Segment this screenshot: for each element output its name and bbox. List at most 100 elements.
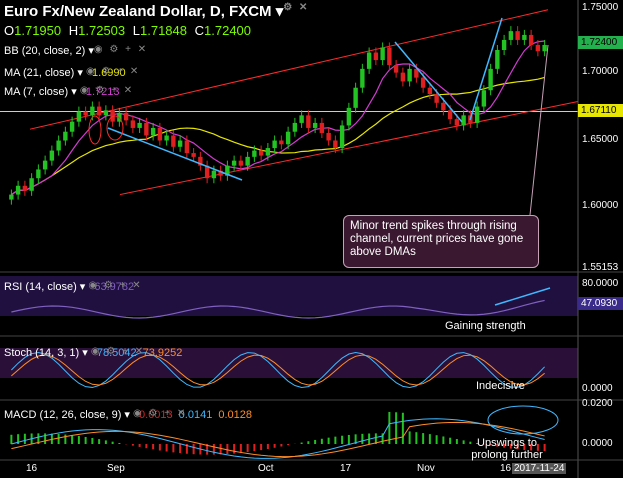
stoch-level-tick: 0.0000 <box>582 383 613 394</box>
candle-body <box>495 50 500 69</box>
candle-body <box>90 106 95 116</box>
candle-body <box>299 115 304 123</box>
macd-annotation: Upswings to prolong further <box>471 437 543 461</box>
channel-upper <box>29 9 549 130</box>
candle-body <box>312 122 318 128</box>
candle-body <box>96 106 102 116</box>
candle-body <box>353 87 358 108</box>
candle-body <box>447 110 453 120</box>
channel-lower <box>119 101 579 196</box>
close-label: C <box>194 23 205 38</box>
rsi-annotation: Gaining strength <box>445 320 526 332</box>
candle-body <box>76 111 82 122</box>
ma7-line <box>11 40 545 196</box>
candle-body <box>42 160 48 170</box>
candle-body <box>49 150 55 161</box>
hline-price-tag: 1.67110 <box>578 104 623 117</box>
rsi-band <box>0 276 578 316</box>
macd-highlight-ellipse <box>487 405 559 435</box>
candle-body <box>204 165 210 179</box>
candle-body <box>29 178 34 191</box>
high-label: H <box>68 23 79 38</box>
macd-signal-value: 0.0128 <box>218 409 252 421</box>
candle-body <box>501 39 507 50</box>
macd-zero-tick: 0.0000 <box>582 438 613 449</box>
candle-body <box>434 94 439 103</box>
candle-body <box>171 135 176 147</box>
candle-body <box>508 31 514 40</box>
candle-body <box>123 112 129 121</box>
macd-legend[interactable]: MACD (12, 26, close, 9) ▾ ◉ ⚙ + ✕ 0.0013 0… <box>4 408 252 421</box>
x-label: 16 <box>26 463 38 474</box>
candle-body <box>420 77 426 88</box>
price-pane <box>0 9 579 216</box>
candle-body <box>150 127 156 136</box>
macd-line <box>11 418 545 459</box>
candle-body <box>380 47 385 61</box>
ma7-legend[interactable]: MA (7, close) ▾ ◉ ⚙ + ✕ 1.7213 <box>4 85 135 98</box>
rsi-value: 63.9782 <box>94 281 135 293</box>
note-pointer <box>529 44 549 216</box>
ma21-legend[interactable]: MA (21, close) ▾ ◉ ⚙ + ✕ 1.6990 <box>4 66 141 79</box>
price-tick: 1.70000 <box>582 66 619 77</box>
candle-body <box>15 185 21 195</box>
candle-body <box>373 52 379 61</box>
stoch-legend[interactable]: Stoch (14, 3, 1) ▾ ◉ ⚙ + ✕ 78.5042 73.9252 <box>4 346 183 359</box>
price-tick: 1.75000 <box>582 2 619 13</box>
candle-body <box>488 68 493 91</box>
candle-body <box>83 111 88 116</box>
candle-body <box>225 165 230 176</box>
candle-body <box>535 44 541 52</box>
price-tick: 1.55153 <box>582 262 619 273</box>
macd-signal-line <box>11 421 545 458</box>
current-price-tag: 1.72400 <box>578 36 623 49</box>
x-label: Nov <box>417 463 435 474</box>
price-tick: 1.65000 <box>582 134 619 145</box>
rsi-trend-arrow <box>494 287 551 306</box>
rsi-tag: 47.0930 <box>578 297 623 310</box>
x-label: Sep <box>107 463 125 474</box>
ohlc-readout: O1.71950 H1.72503 L1.71848 C1.72400 <box>4 23 255 38</box>
price-tick: 1.60000 <box>582 200 619 211</box>
macd-value: 0.0141 <box>178 409 213 421</box>
candle-body <box>319 122 325 133</box>
x-label: 16 <box>500 463 512 474</box>
x-label: 17 <box>340 463 352 474</box>
macd-top-tick: 0.0200 <box>582 398 613 409</box>
candle-body <box>285 131 291 145</box>
candle-body <box>393 65 399 73</box>
stoch-d-line <box>11 354 545 386</box>
candle-body <box>333 140 338 149</box>
rsi-line <box>11 299 545 319</box>
macd-pane <box>10 405 559 459</box>
candle-body <box>9 194 14 200</box>
open-label: O <box>4 23 15 38</box>
candle-body <box>292 122 298 132</box>
candle-body <box>414 68 419 78</box>
ma21-value: 1.6990 <box>91 67 126 79</box>
highlight-ellipse <box>106 115 124 141</box>
low-value: 1.71848 <box>140 23 187 38</box>
trend-arrow <box>394 41 463 123</box>
candle-body <box>144 122 149 136</box>
candle-body <box>542 44 547 52</box>
candle-body <box>157 127 163 141</box>
stoch-annotation: Indecisive <box>476 380 525 392</box>
rsi-legend[interactable]: RSI (14, close) ▾ ◉ ⚙ + ✕ 63.9782 <box>4 280 143 293</box>
candle-body <box>63 131 68 141</box>
candle-body <box>22 185 28 191</box>
candle-body <box>36 169 41 179</box>
ma7-value: 1.7213 <box>85 86 120 98</box>
candle-body <box>191 153 196 157</box>
candle-body <box>461 115 466 126</box>
candle-body <box>306 115 311 128</box>
rsi-pane <box>0 276 578 319</box>
candle-body <box>407 68 412 82</box>
bb-legend[interactable]: BB (20, close, 2) ▾ ◉ ⚙ + ✕ <box>4 44 149 57</box>
macd-hist-value: 0.0013 <box>139 409 173 421</box>
candle-body <box>56 140 61 151</box>
candle-body <box>360 68 365 88</box>
candle-body <box>279 140 284 145</box>
candle-body <box>258 150 264 156</box>
